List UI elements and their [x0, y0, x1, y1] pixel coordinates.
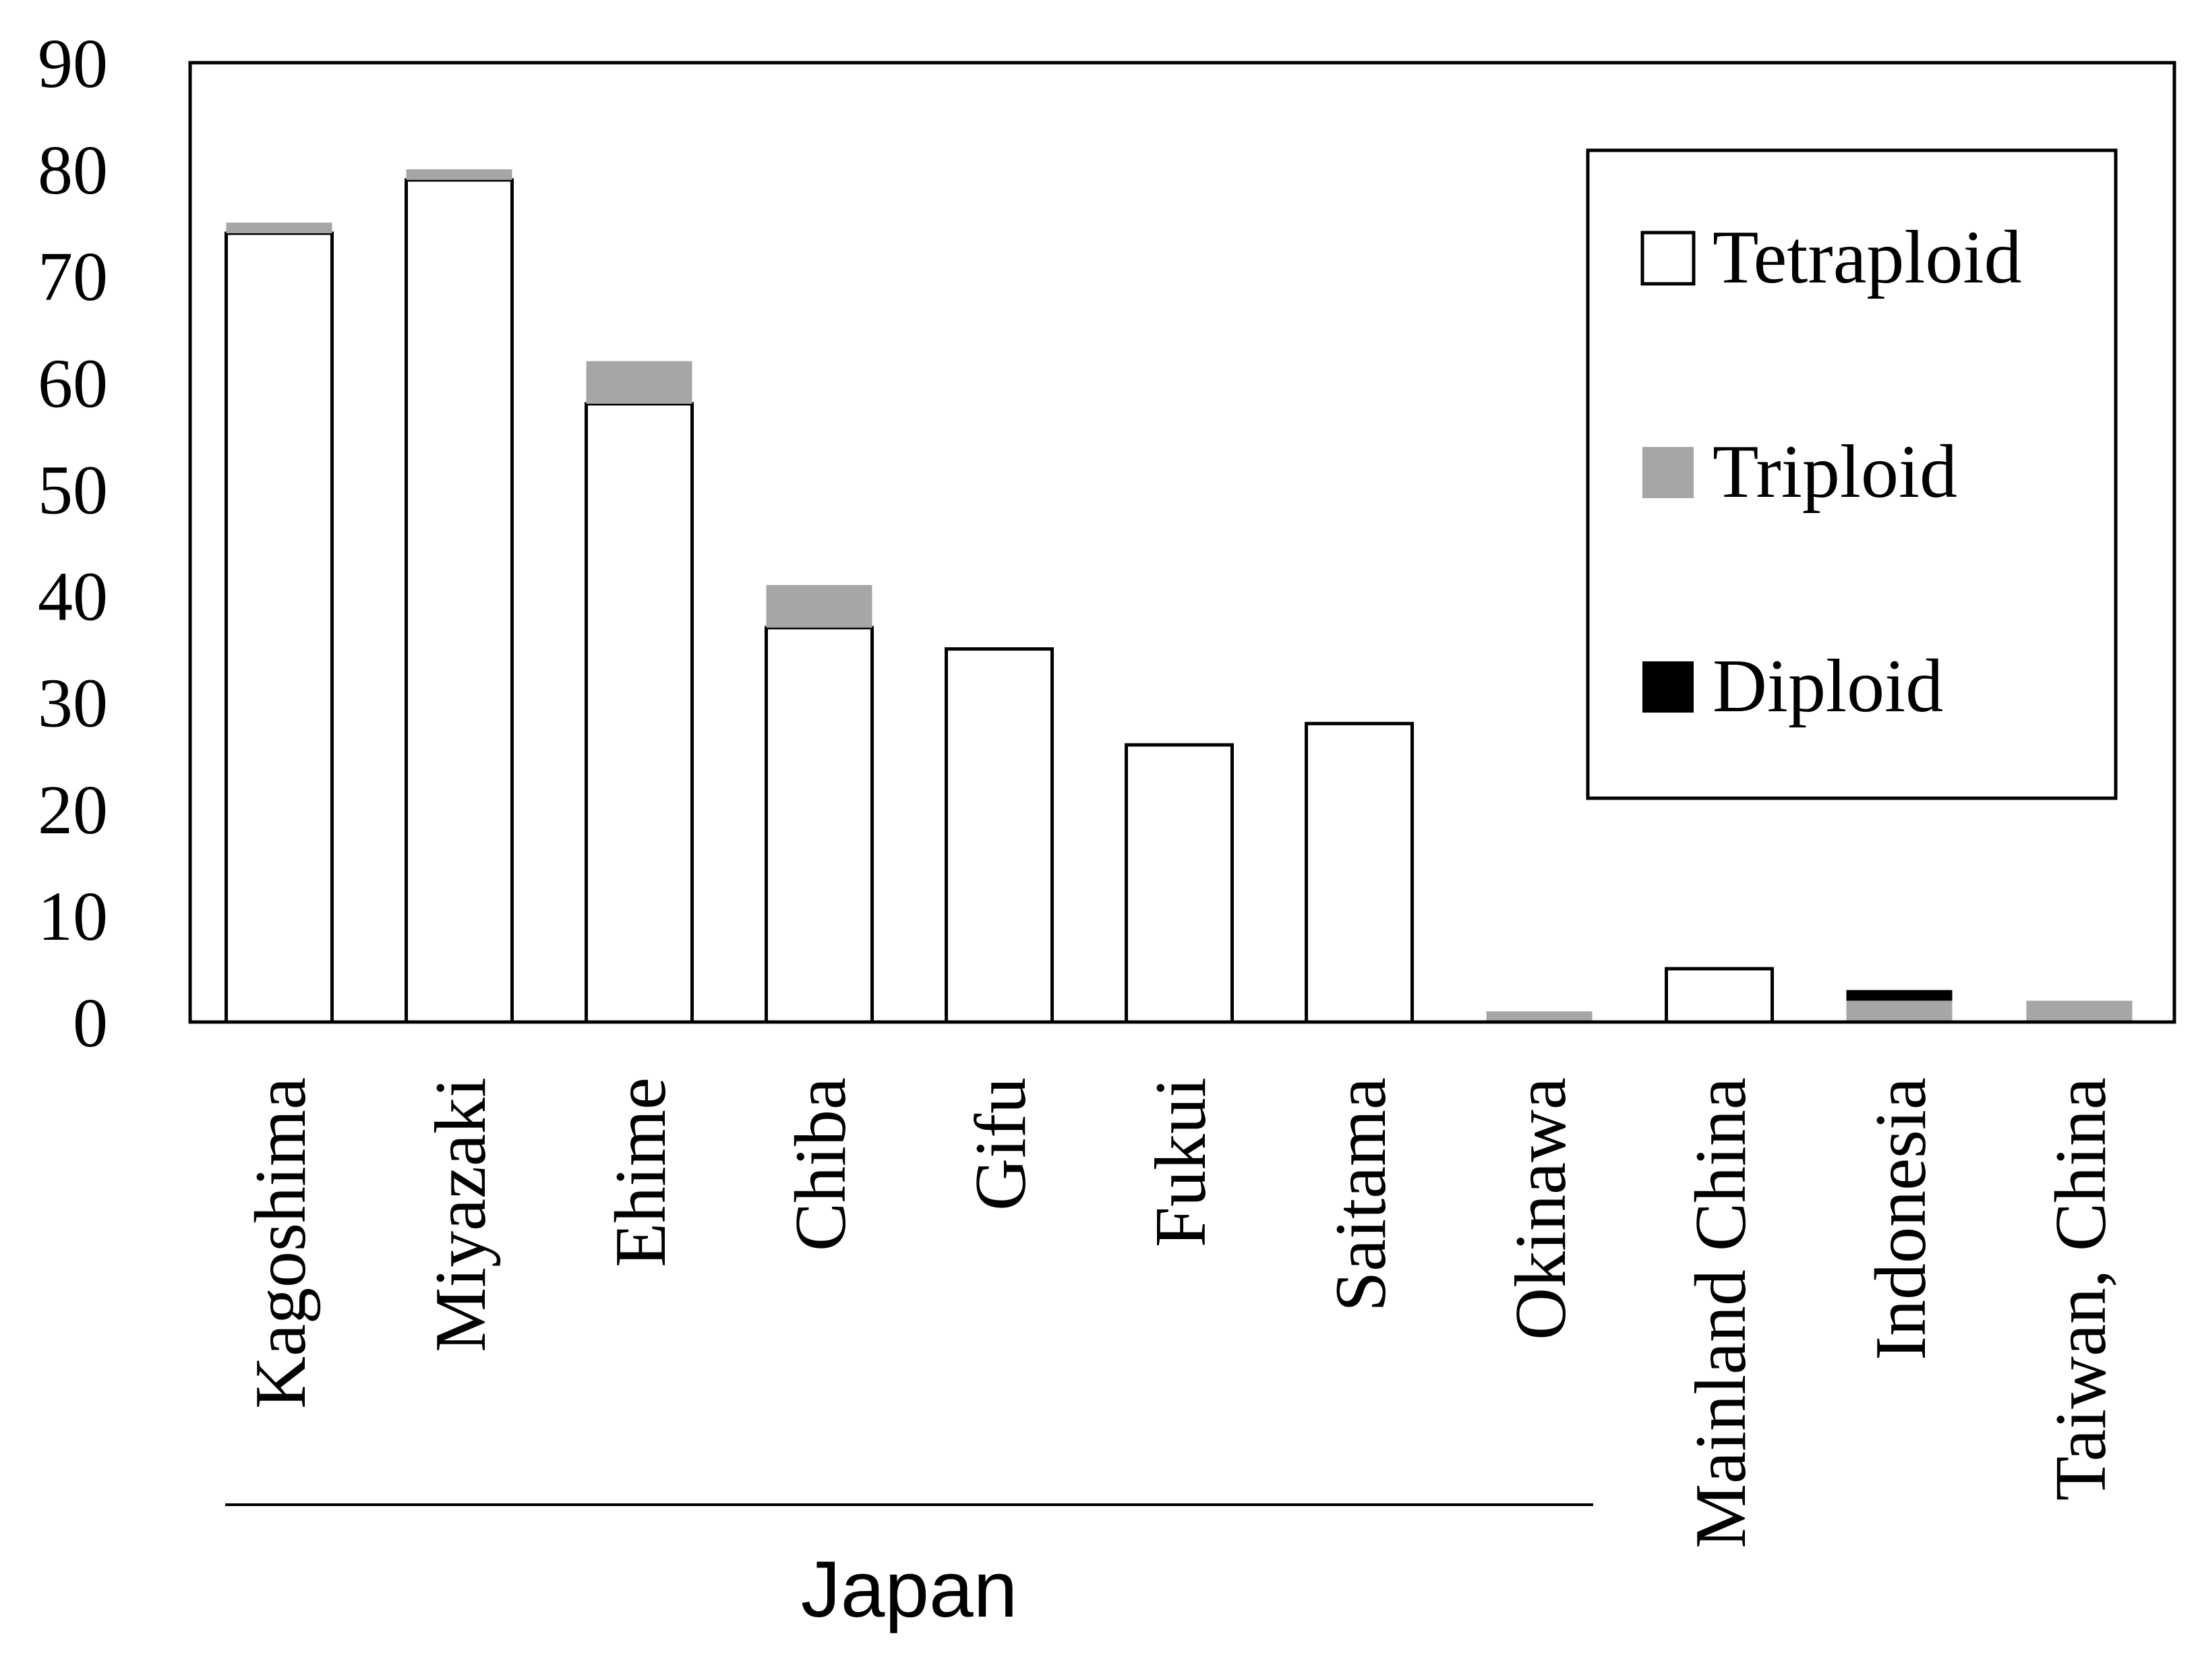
x-tick-label-taiwan-china: Taiwan, China	[2041, 1077, 2121, 1501]
x-tick-label-ehime: Ehime	[601, 1077, 681, 1267]
bar-taiwan-china-triploid	[2026, 1000, 2133, 1022]
y-tick-label-20: 20	[38, 771, 108, 849]
x-tick-label-okinawa: Okinawa	[1501, 1077, 1581, 1340]
x-tick-label-kagoshima: Kagoshima	[241, 1077, 321, 1409]
x-tick-label-indonesia: Indonesia	[1861, 1077, 1941, 1360]
x-tick-label-gifu: Gifu	[961, 1077, 1041, 1211]
bar-miyazaki-triploid	[406, 169, 512, 180]
x-axis-labels: Kagoshima Miyazaki Ehime Chiba Gifu Fukui Sait…	[241, 1077, 2121, 1549]
bar-miyazaki-tetraploid	[405, 178, 514, 1024]
y-tick-label-80: 80	[38, 131, 108, 209]
legend-label-triploid: Triploid	[1713, 430, 1957, 514]
bar-fukui-tetraploid	[1125, 743, 1234, 1024]
legend-items: Tetraploid Triploid Diploid	[1640, 216, 2022, 728]
bar-chiba-triploid	[766, 584, 872, 628]
legend: Tetraploid Triploid Diploid	[1586, 148, 2118, 800]
bar-ehime-triploid	[586, 361, 692, 404]
bar-okinawa-triploid	[1486, 1011, 1593, 1022]
legend-swatch-diploid	[1642, 661, 1694, 713]
bars-layer	[225, 169, 2133, 1024]
bar-saitama-tetraploid	[1305, 721, 1414, 1024]
bar-ehime-tetraploid	[585, 402, 694, 1024]
bar-indonesia-triploid	[1846, 1000, 1953, 1022]
category-group: Japan	[225, 1503, 1593, 1634]
x-tick-label-mainland-china: Mainland China	[1681, 1077, 1761, 1549]
x-tick-label-fukui: Fukui	[1141, 1077, 1221, 1247]
y-tick-label-50: 50	[38, 451, 108, 529]
y-tick-label-70: 70	[38, 238, 108, 316]
bar-chiba-tetraploid	[765, 626, 874, 1024]
y-tick-label-40: 40	[38, 558, 108, 636]
legend-swatch-tetraploid	[1640, 231, 1696, 286]
y-tick-label-60: 60	[38, 344, 108, 422]
y-axis-ticks: 0 10 20 30 40 50 60 70 80 90	[38, 25, 108, 1062]
bar-indonesia-diploid	[1846, 990, 1953, 1001]
bar-kagoshima-tetraploid	[225, 231, 334, 1024]
y-tick-label-10: 10	[38, 878, 108, 955]
x-tick-label-saitama: Saitama	[1321, 1077, 1401, 1312]
legend-label-tetraploid: Tetraploid	[1713, 216, 2022, 299]
y-tick-label-30: 30	[38, 665, 108, 742]
x-tick-label-miyazaki: Miyazaki	[421, 1077, 501, 1352]
bar-mainland-china-tetraploid	[1665, 967, 1774, 1024]
y-tick-label-0: 0	[73, 984, 108, 1062]
group-label: Japan	[801, 1545, 1018, 1634]
bar-kagoshima-triploid	[226, 222, 332, 233]
y-tick-label-90: 90	[38, 25, 108, 102]
bar-gifu-tetraploid	[945, 647, 1054, 1024]
legend-label-diploid: Diploid	[1713, 644, 1943, 728]
legend-swatch-triploid	[1642, 447, 1694, 498]
x-tick-label-chiba: Chiba	[781, 1077, 861, 1251]
